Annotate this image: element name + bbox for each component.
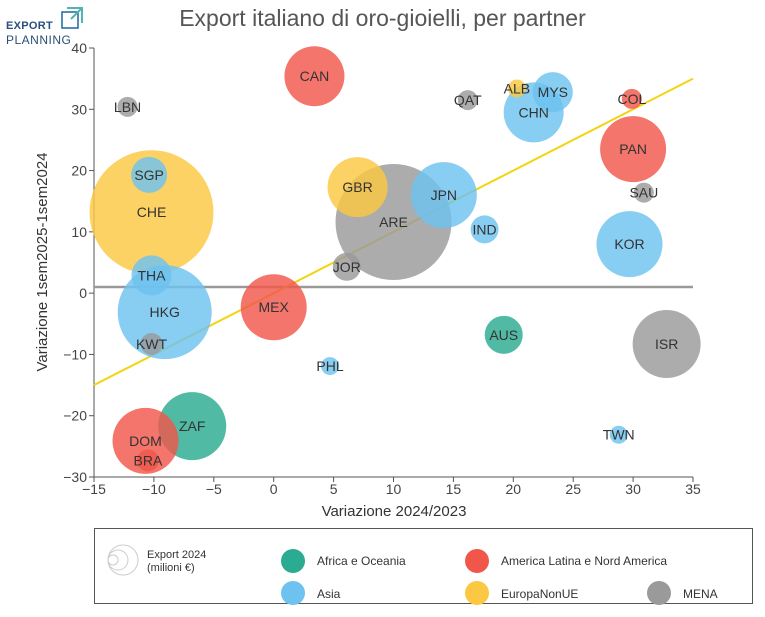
x-tick-label: 25 [565,481,581,497]
legend-dot [465,581,489,605]
bubble-label-kor: KOR [614,236,644,252]
bubble-label-hkg: HKG [150,304,180,320]
bubble-bra [136,449,159,472]
bubble-twn [609,425,628,444]
x-tick-label: 20 [506,481,522,497]
legend-dot [647,581,671,605]
bubble-chart: −15 −10 −5 0 5 10 15 20 25 30 35 −30 −20 −10 0 10 20 30 40… [34,40,701,520]
bubble-kor [596,211,663,278]
bubble-aus [484,315,523,354]
bubble-label-pan: PAN [619,141,647,157]
x-tick-label: 0 [270,481,278,497]
bubble-label-qat: QAT [454,92,482,108]
bubble-label-phl: PHL [316,358,343,374]
labels-layer: CHE ARE HKG ZAF ISR KOR DOM PAN MEX JPN GBR CHN CAN A… [114,68,678,468]
x-axis-label: Variazione 2024/2023 [322,503,467,520]
size-legend-icon [107,544,139,576]
size-legend-line1: Export 2024 [147,549,207,561]
bubble-alb [507,79,526,98]
bubble-label-lbn: LBN [114,99,141,115]
logo-mark-icon [61,7,83,29]
bubble-label-isr: ISR [655,336,678,352]
bubble-col [621,88,642,109]
bubble-label-twn: TWN [603,427,635,443]
chart-title: Export italiano di oro-gioielli, per par… [179,5,586,31]
bubble-label-gbr: GBR [342,179,372,195]
bubble-label-are: ARE [379,214,408,230]
y-tick-label: 20 [71,163,87,179]
bubble-label-sgp: SGP [134,167,164,183]
y-tick-label: −10 [63,346,87,362]
bubble-isr [632,310,701,379]
legend-label: America Latina e Nord America [501,554,668,568]
bubble-label-jpn: JPN [431,187,457,203]
bubble-che [89,150,214,275]
legend-label: MENA [683,587,718,601]
chart-legend: Export 2024 (milioni €) Africa e Oceania… [94,528,753,605]
bubbles-layer [89,46,701,474]
bubble-label-che: CHE [137,204,167,220]
legend-dot [281,581,305,605]
bubble-qat [457,90,478,111]
axes-layer: −15 −10 −5 0 5 10 15 20 25 30 35 −30 −20 −10 0 10 20 30 40 [63,40,701,497]
legend-dot [281,549,305,573]
bubble-label-mex: MEX [259,299,290,315]
y-tick-label: 30 [71,101,87,117]
legend-label: EuropaNonUE [501,587,579,601]
exportplanning-logo: EXPORT PLANNING [6,6,86,47]
bubble-label-dom: DOM [129,433,162,449]
bubble-kwt [140,333,163,356]
y-tick-label: 0 [79,285,87,301]
bubble-ind [470,215,499,244]
y-axis-label: Variazione 1sem2025-1sem2024 [34,152,51,371]
x-tick-label: 35 [685,481,701,497]
bubble-lbn [117,96,138,117]
logo-line1: EXPORT [6,20,54,32]
x-tick-label: 5 [330,481,338,497]
y-tick-label: −30 [63,469,87,485]
bubble-label-bra: BRA [134,452,163,468]
x-tick-label: 30 [625,481,641,497]
bubble-label-zaf: ZAF [179,418,205,434]
y-tick-label: −20 [63,408,87,424]
y-tick-label: 10 [71,224,87,240]
size-legend-text: Export 2024 (milioni €) [147,549,206,575]
bubble-label-jor: JOR [333,259,361,275]
x-tick-label: −5 [206,481,222,497]
bubble-label-mys: MYS [538,84,568,100]
bubble-label-tha: THA [138,267,167,283]
bubble-label-col: COL [618,91,647,107]
legend-label: Asia [317,587,341,601]
bubble-dom [112,407,179,474]
bubble-tha [131,255,172,296]
bubble-sgp [131,156,168,193]
bubble-sau [633,182,654,203]
bubble-jor [332,252,361,281]
x-tick-label: −15 [82,481,106,497]
bubble-jpn [410,162,477,229]
bubble-pan [600,116,667,183]
x-tick-label: −10 [142,481,166,497]
bubble-phl [321,357,340,376]
bubble-label-sau: SAU [629,185,658,201]
x-tick-label: 15 [446,481,462,497]
legend-label: Africa e Oceania [317,554,406,568]
legend-dot [465,549,489,573]
bubble-label-kwt: KWT [136,336,168,352]
bubble-label-ind: IND [472,221,496,237]
bubble-label-can: CAN [300,68,330,84]
bubble-gbr [327,157,388,218]
x-tick-label: 10 [386,481,402,497]
bubble-can [284,46,345,107]
logo-line2: PLANNING [6,33,72,47]
bubble-label-chn: CHN [518,104,548,120]
bubble-mex [240,274,307,341]
bubble-label-aus: AUS [489,327,518,343]
size-legend-line2: (milioni €) [147,562,195,574]
bubble-mys [532,72,573,113]
bubble-label-alb: ALB [504,80,530,96]
y-tick-label: 40 [71,40,87,56]
